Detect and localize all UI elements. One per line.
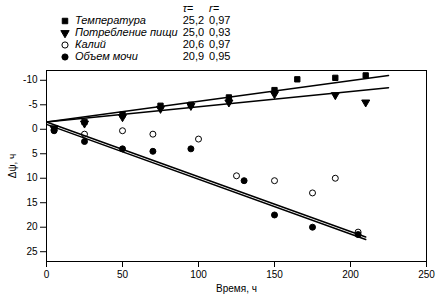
html-text:20,6 0,97: 20,6 0,97	[182, 38, 231, 51]
svg-text:0: 0	[32, 124, 38, 135]
svg-text:5: 5	[32, 148, 38, 159]
svg-text:200: 200	[342, 269, 359, 280]
html-text:Калий: Калий	[75, 38, 106, 51]
html-text:Потребление пищи 25,0 0,93: Потребление пищи 25,0 0,93	[75, 26, 231, 39]
svg-text:Время, ч: Время, ч	[216, 283, 257, 294]
svg-text:Δψ, ч: Δψ, ч	[7, 154, 18, 179]
svg-text:250: 250	[418, 269, 435, 280]
svg-text:25: 25	[26, 246, 38, 257]
svg-text:50: 50	[117, 269, 129, 280]
html-text:20,9 0,95: 20,9 0,95	[182, 50, 231, 63]
html-text:r=: r=	[209, 2, 220, 14]
svg-text:20: 20	[26, 222, 38, 233]
html-text:Температура: Температура	[75, 14, 146, 26]
svg-text:-10: -10	[23, 75, 38, 86]
svg-text:150: 150	[266, 269, 283, 280]
html-text:25,2 0,97: 25,2 0,97	[182, 14, 231, 26]
svg-text:0: 0	[44, 269, 50, 280]
svg-text:-5: -5	[29, 99, 38, 110]
svg-text:15: 15	[26, 197, 38, 208]
html-text:Объем мочи: Объем мочи	[75, 50, 138, 63]
html-text:τ=: τ=	[182, 2, 194, 14]
svg-text:10: 10	[26, 173, 38, 184]
svg-text:100: 100	[190, 269, 207, 280]
